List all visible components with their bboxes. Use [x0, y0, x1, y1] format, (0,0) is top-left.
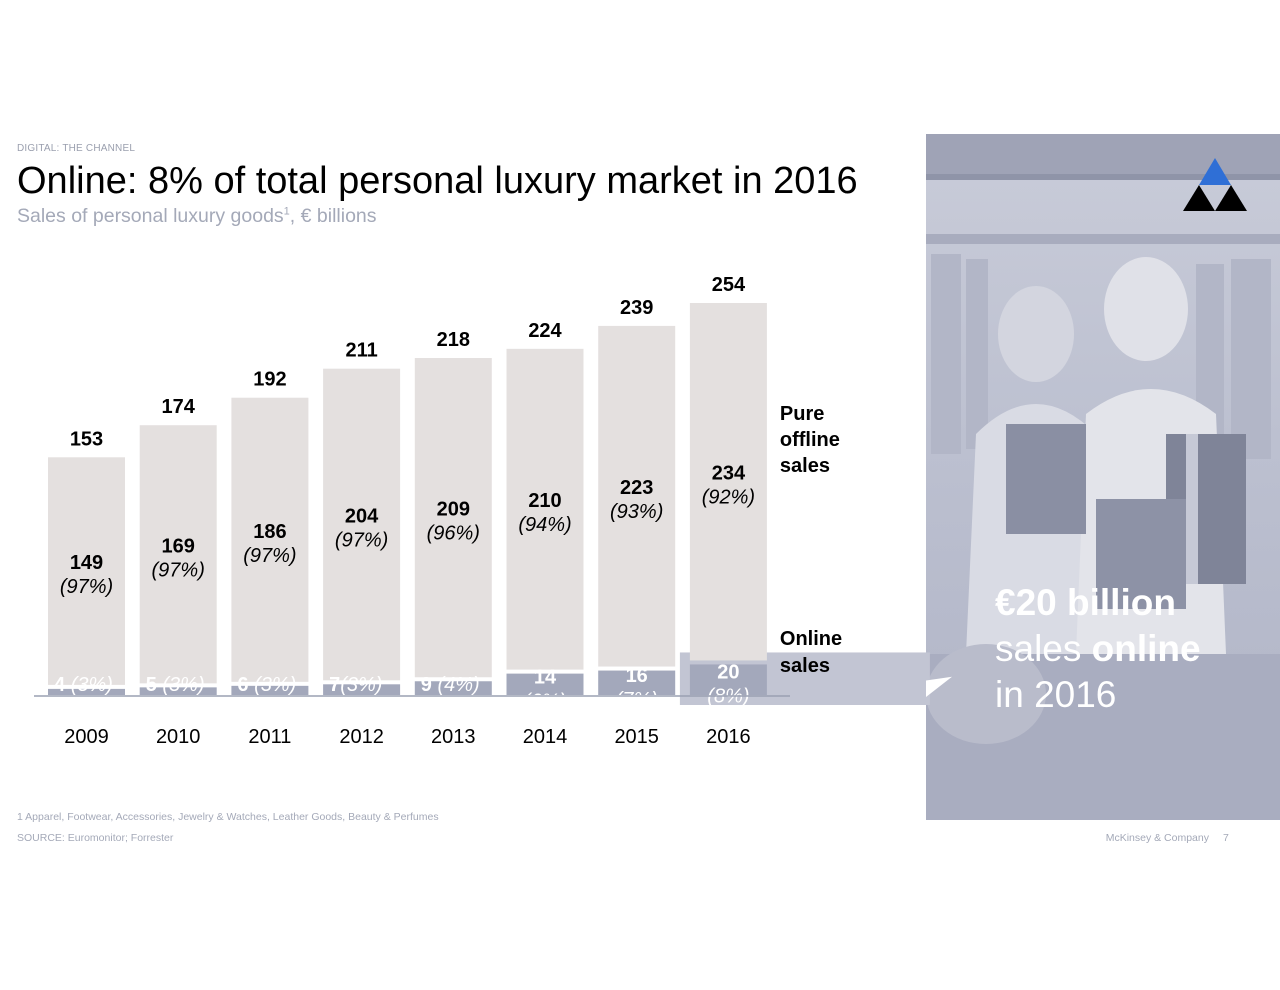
online-inline-label: 5 (3%)	[146, 674, 205, 696]
online-share-label: (3%)	[340, 674, 382, 696]
x-tick-label: 2016	[706, 726, 751, 748]
bar-online	[414, 681, 492, 695]
legend-online-label: sales	[780, 655, 830, 677]
x-tick-label: 2013	[431, 726, 476, 748]
legend-offline-label: Pure	[780, 403, 824, 425]
shopping-photo-panel	[926, 134, 1280, 820]
online-value-label: 4	[54, 674, 71, 696]
bar-offline	[48, 457, 125, 685]
callout-line-amount: €20 billion	[995, 582, 1176, 623]
total-label: 174	[162, 396, 196, 418]
offline-share-label: (97%)	[243, 545, 296, 567]
page-title: Online: 8% of total personal luxury mark…	[17, 160, 858, 202]
x-tick-label: 2009	[64, 726, 109, 748]
total-label: 192	[253, 369, 286, 391]
bar-online	[323, 684, 401, 695]
bar-online	[48, 688, 125, 695]
subtitle-main: Sales of personal luxury goods	[17, 205, 284, 227]
offline-value-label: 204	[345, 505, 379, 527]
offline-value-label: 223	[620, 477, 653, 499]
company-name: McKinsey & Company	[1105, 832, 1209, 844]
legend-offline-label: offline	[780, 429, 840, 451]
online-share-label: (6%)	[524, 690, 566, 712]
bar-offline	[231, 397, 309, 682]
online-share-label: (3%)	[71, 674, 113, 696]
shopping-photo-illustration	[926, 134, 1280, 820]
footnote: 1 Apparel, Footwear, Accessories, Jewelr…	[17, 811, 439, 823]
online-value-label: 14	[534, 666, 557, 688]
callout-line-online: sales online	[995, 628, 1201, 669]
online-value-label: 5	[146, 674, 163, 696]
total-label: 254	[712, 274, 746, 296]
online-share-label: (3%)	[254, 674, 296, 696]
bar-offline	[689, 303, 767, 661]
total-label: 224	[528, 320, 562, 342]
legend-offline-label: sales	[780, 455, 830, 477]
highlight-arrow-icon	[926, 676, 952, 697]
online-share-label: (7%)	[616, 689, 658, 711]
online-value-label: 20	[717, 662, 739, 684]
bar-offline	[506, 348, 584, 670]
offline-share-label: (97%)	[60, 576, 113, 598]
bar-online	[689, 664, 767, 695]
total-label: 153	[70, 428, 103, 450]
bar-offline	[139, 425, 217, 684]
x-tick-label: 2012	[339, 726, 384, 748]
total-label: 239	[620, 297, 653, 319]
callout-line-year: in 2016	[995, 674, 1117, 715]
offline-value-label: 234	[712, 463, 746, 485]
offline-share-label: (97%)	[152, 559, 205, 581]
x-tick-label: 2011	[248, 726, 291, 748]
online-share-label: (4%)	[437, 674, 479, 696]
offline-value-label: 169	[162, 535, 195, 557]
offline-share-label: (97%)	[335, 529, 388, 551]
total-label: 211	[345, 340, 377, 362]
online-value-label: 9	[421, 674, 438, 696]
online-inline-label: 4 (3%)	[54, 674, 113, 696]
online-inline-label: 6 (3%)	[237, 674, 296, 696]
chart-subtitle: Sales of personal luxury goods1, € billi…	[17, 205, 377, 228]
bar-offline	[323, 368, 401, 681]
offline-value-label: 186	[253, 521, 286, 543]
total-label: 218	[437, 329, 470, 351]
section-label: DIGITAL: THE CHANNEL	[17, 143, 136, 154]
offline-share-label: (93%)	[610, 501, 663, 523]
x-tick-label: 2010	[156, 726, 201, 748]
online-value-label: 6	[237, 674, 254, 696]
online-value-label: 7	[329, 674, 340, 696]
bar-offline	[598, 325, 676, 667]
offline-share-label: (94%)	[518, 514, 571, 536]
online-value-label: 16	[626, 665, 648, 687]
callout-text: €20 billion sales online in 2016	[995, 580, 1201, 718]
x-tick-label: 2014	[523, 726, 568, 748]
bar-online	[231, 685, 309, 695]
bar-offline	[414, 357, 492, 678]
page-number: 7	[1223, 832, 1229, 844]
offline-value-label: 209	[437, 499, 470, 521]
bar-online	[598, 670, 676, 695]
bar-online	[139, 687, 217, 695]
footnote-marker: 1	[283, 205, 290, 218]
legend-online-label: Online	[780, 628, 842, 650]
online-inline-label: 9 (4%)	[421, 674, 480, 696]
offline-share-label: (96%)	[427, 523, 480, 545]
online-share-label: (3%)	[162, 674, 204, 696]
x-tick-label: 2015	[614, 726, 659, 748]
offline-value-label: 210	[528, 490, 561, 512]
offline-share-label: (92%)	[702, 487, 755, 509]
offline-value-label: 149	[70, 552, 103, 574]
source-note: SOURCE: Euromonitor; Forrester	[17, 832, 174, 844]
mckinsey-logo-icon	[1183, 158, 1247, 211]
bar-online	[506, 673, 584, 695]
online-inline-label: 7(3%)	[329, 674, 382, 696]
subtitle-unit: , € billions	[289, 205, 377, 227]
